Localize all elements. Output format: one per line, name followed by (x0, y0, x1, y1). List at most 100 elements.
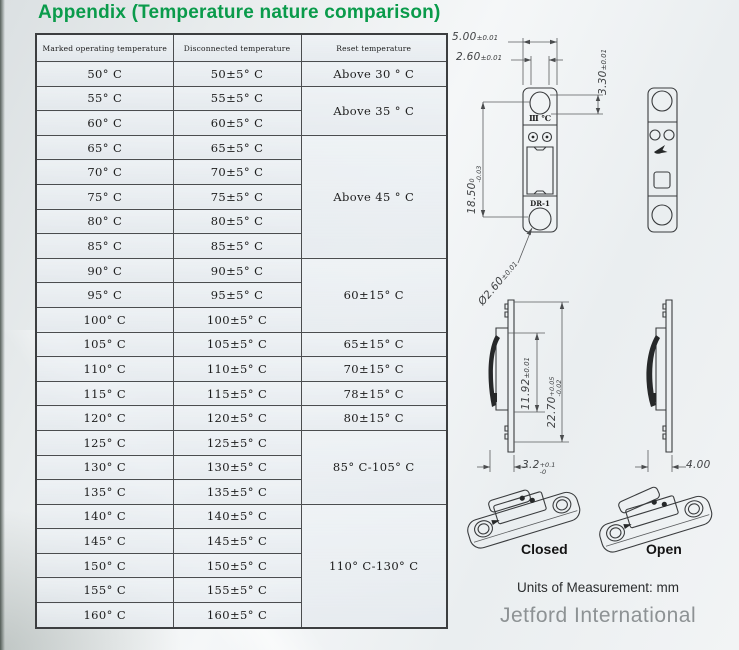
dim-body-length: 18.50 0 -0.03 (466, 166, 483, 214)
table-row: 55° C 55±5° C Above 35 ° C (35, 85, 448, 136)
units-of-measurement: Units of Measurement: mm (517, 580, 680, 595)
cell-reset-temperature: 85° C-105° C (300, 429, 448, 505)
cell-disconnected-temperature: 160±5° C (172, 602, 302, 629)
dim-overall-height: 22.70 +0.05 -0.02 (546, 377, 563, 428)
cell-disconnected-temperature: 60±5° C (172, 110, 302, 136)
state-label-closed: Closed (521, 541, 568, 557)
cell-reset-temperature: 110° C-130° C (300, 503, 448, 629)
dim-value: 3.30 (597, 70, 609, 95)
isometric-drawing (455, 483, 739, 568)
dim-tolerance: ±0.01 (523, 356, 531, 379)
table-row: 130° C 130±5° C (35, 454, 447, 481)
table-row: 70° C 70±5° C (35, 159, 447, 185)
table-row: 125° C 125±5° C 85° C-105° C (35, 429, 448, 505)
dim-top-height: 3.30±0.01 (597, 49, 609, 95)
cell-disconnected-temperature: 80±5° C (172, 208, 302, 235)
cell-marked-temperature: 70° C (35, 159, 174, 185)
table-row: 120° C 120±5° C 80±15° C (35, 405, 448, 431)
cell-marked-temperature: 130° C (35, 454, 174, 481)
table-row: 140° C 140±5° C 110° C-130° C (35, 503, 448, 629)
brand-name: Jetford International (500, 604, 697, 627)
cell-reset-temperature: 60±15° C (300, 257, 448, 333)
dim-tolerance: ±0.01 (480, 54, 503, 62)
table-row: 90° C 90±5° C 60±15° C (35, 257, 448, 333)
dim-tolerance: +0.05 -0.02 (548, 376, 563, 397)
cell-disconnected-temperature: 155±5° C (172, 577, 302, 604)
cell-marked-temperature: 105° C (35, 331, 174, 358)
cell-marked-temperature: 75° C (35, 183, 174, 210)
cell-disconnected-temperature: 110±5° C (172, 356, 302, 382)
header-disconnected-temperature: Disconnected temperature (172, 33, 302, 62)
cell-marked-temperature: 90° C (35, 257, 174, 284)
dim-thickness-open: 4.00 (686, 459, 711, 471)
cell-marked-temperature: 80° C (35, 208, 174, 235)
dim-value: 2.60 (456, 51, 481, 63)
cell-disconnected-temperature: 70±5° C (172, 159, 302, 185)
cell-marked-temperature: 155° C (35, 577, 174, 604)
dim-value: 4.00 (686, 459, 711, 471)
dim-tolerance: +0.1 -0 (539, 461, 556, 476)
cell-marked-temperature: 85° C (35, 233, 174, 259)
cell-marked-temperature: 60° C (35, 110, 174, 136)
cell-disconnected-temperature: 85±5° C (172, 233, 302, 259)
dim-thickness-closed: 3.2 +0.1 -0 (522, 459, 555, 476)
cell-reset-temperature: 78±15° C (300, 380, 448, 407)
isometric-open (591, 473, 715, 555)
cell-marked-temperature: 120° C (35, 405, 174, 431)
cell-marked-temperature: 55° C (35, 85, 174, 112)
dim-tolerance: 0 -0.03 (468, 165, 483, 183)
cell-disconnected-temperature: 125±5° C (172, 429, 302, 456)
cell-disconnected-temperature: 150±5° C (172, 552, 302, 579)
front-view-drawing: Ⅲ ℃ DR-1 (480, 25, 739, 305)
dim-value: 22.70 (546, 396, 558, 428)
table-row: 110° C 110±5° C 70±15° C (35, 356, 448, 382)
header-reset-temperature: Reset temperature (300, 33, 448, 62)
cell-reset-temperature: 70±15° C (300, 356, 448, 382)
table-row: 65° C 65±5° C Above 45 ° C (35, 134, 448, 259)
cell-marked-temperature: 115° C (35, 380, 174, 407)
cell-marked-temperature: 150° C (35, 552, 174, 579)
hand-mark-icon (654, 145, 668, 154)
dim-value: 11.92 (520, 378, 532, 410)
marking-rating-text: Ⅲ ℃ (529, 113, 552, 123)
cell-marked-temperature: 160° C (35, 602, 174, 629)
cell-disconnected-temperature: 115±5° C (172, 380, 302, 407)
cell-reset-temperature: Above 45 ° C (300, 134, 448, 259)
cell-marked-temperature: 125° C (35, 429, 174, 456)
isometric-closed (461, 476, 583, 550)
table-row: 85° C 85±5° C (35, 233, 447, 259)
cell-marked-temperature: 65° C (35, 134, 174, 161)
cell-marked-temperature: 50° C (35, 61, 174, 87)
table-header-row: Marked operating temperature Disconnecte… (35, 33, 448, 62)
cell-reset-temperature: Above 30 ° C (300, 61, 448, 87)
table-row: 50° C 50±5° C Above 30 ° C (35, 61, 448, 87)
cell-reset-temperature: Above 35 ° C (300, 85, 448, 136)
cell-reset-temperature: 80±15° C (300, 405, 448, 431)
dim-value: 18.50 (466, 182, 478, 214)
cell-marked-temperature: 95° C (35, 282, 174, 308)
state-label-open: Open (646, 541, 682, 557)
side-view-drawing (450, 293, 739, 480)
cell-disconnected-temperature: 130±5° C (172, 454, 302, 481)
table-row: 135° C 135±5° C (35, 479, 447, 505)
cell-marked-temperature: 140° C (35, 503, 174, 530)
dim-tolerance: ±0.01 (476, 34, 499, 42)
cell-disconnected-temperature: 95±5° C (172, 282, 302, 308)
cell-marked-temperature: 135° C (35, 479, 174, 505)
cell-disconnected-temperature: 145±5° C (172, 528, 302, 554)
cell-disconnected-temperature: 100±5° C (172, 306, 302, 333)
cell-disconnected-temperature: 90±5° C (172, 257, 302, 284)
cell-disconnected-temperature: 140±5° C (172, 503, 302, 530)
table-row: 105° C 105±5° C 65±15° C (35, 331, 448, 358)
cell-marked-temperature: 110° C (35, 356, 174, 382)
cell-marked-temperature: 145° C (35, 528, 174, 554)
table-row: 100° C 100±5° C (35, 306, 447, 333)
cell-disconnected-temperature: 50±5° C (172, 61, 302, 87)
header-marked-temperature: Marked operating temperature (35, 33, 174, 62)
temperature-table: Marked operating temperature Disconnecte… (35, 33, 448, 629)
dim-inner-width: 2.60±0.01 (456, 51, 502, 63)
table-row: 60° C 60±5° C (35, 110, 447, 136)
cell-disconnected-temperature: 135±5° C (172, 479, 302, 505)
dim-value: 3.2 (522, 459, 540, 471)
